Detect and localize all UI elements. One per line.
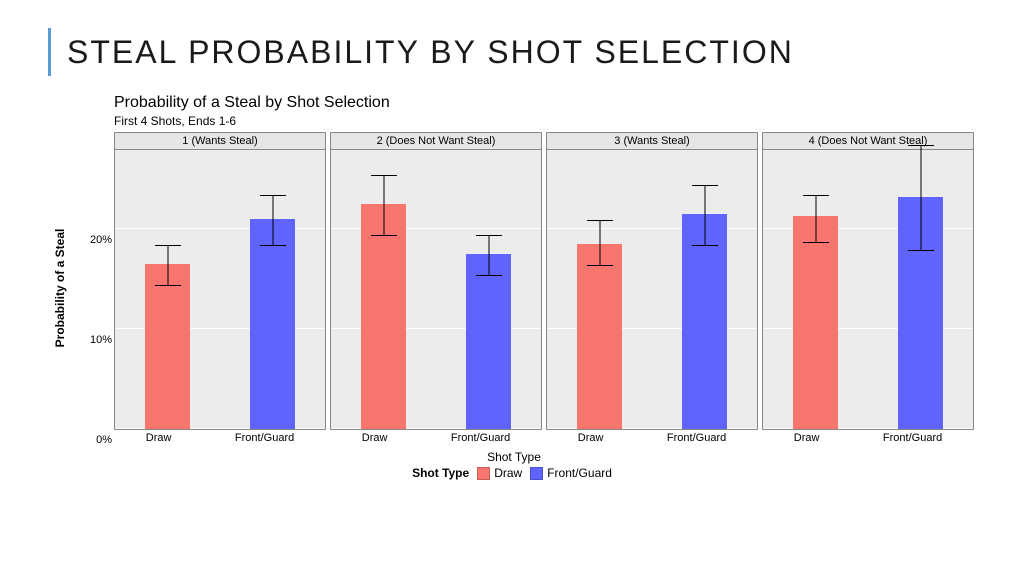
chart: Probability of a Steal by Shot Selection… [54,94,974,480]
panel-strip-label: 4 (Does Not Want Steal) [762,132,974,150]
error-cap [908,145,934,146]
legend-title: Shot Type [412,466,469,480]
slide: STEAL PROBABILITY BY SHOT SELECTION Prob… [0,0,1024,576]
y-axis-label: Probability of a Steal [53,229,67,348]
x-tick-label: Draw [794,432,820,444]
error-bar [815,195,816,242]
bar [682,214,726,429]
error-bar [167,245,168,285]
title-accent-bar [48,28,51,76]
error-bar [920,145,921,250]
y-ticks: 0%10%20% [72,154,112,434]
error-cap [476,275,502,276]
error-cap [371,235,397,236]
error-bar [383,175,384,235]
legend-label: Front/Guard [547,466,612,480]
bar [466,254,510,429]
error-cap [803,195,829,196]
x-ticks: Draw Front/Guard [762,430,974,444]
error-cap [587,220,613,221]
error-cap [260,195,286,196]
legend-label: Draw [494,466,522,480]
error-cap [803,242,829,243]
error-cap [692,245,718,246]
y-axis: Probability of a Steal 0% 10% 20% [54,132,114,444]
slide-title: STEAL PROBABILITY BY SHOT SELECTION [67,34,794,71]
error-cap [155,285,181,286]
facet-panel: 1 (Wants Steal) Draw Front/Guard [114,132,326,444]
chart-title: Probability of a Steal by Shot Selection [114,94,974,112]
legend-swatch [530,467,543,480]
bar [145,264,189,429]
x-ticks: Draw Front/Guard [330,430,542,444]
panel-strip-label: 2 (Does Not Want Steal) [330,132,542,150]
x-tick-label: Front/Guard [883,432,942,444]
error-cap [587,265,613,266]
x-tick-label: Front/Guard [667,432,726,444]
panel-plot-area [762,150,974,430]
x-tick-label: Draw [362,432,388,444]
plot-row: Probability of a Steal 0% 10% 20% 1 (Wants… [54,132,974,444]
bar [361,204,405,429]
x-tick-label: Draw [578,432,604,444]
panel-strip-label: 1 (Wants Steal) [114,132,326,150]
x-tick-label: Front/Guard [235,432,294,444]
facet-panel: 3 (Wants Steal) Draw Front/Guard [546,132,758,444]
x-axis-label: Shot Type [54,450,974,464]
error-bar [704,185,705,245]
chart-subtitle: First 4 Shots, Ends 1-6 [114,114,974,128]
panel-plot-area [330,150,542,430]
bar [793,216,837,429]
legend: Shot Type Draw Front/Guard [54,466,974,480]
panels: 1 (Wants Steal)DrawFront/Guard2 (Does No… [114,132,974,444]
error-cap [476,235,502,236]
y-tick-label: 20% [72,234,112,246]
facet-panel: 2 (Does Not Want Steal) Draw Front/Guard [330,132,542,444]
panel-plot-area [114,150,326,430]
x-tick-label: Draw [146,432,172,444]
x-ticks: Draw Front/Guard [114,430,326,444]
facet-panel: 4 (Does Not Want Steal) Draw Front/Guard [762,132,974,444]
panel-strip-label: 3 (Wants Steal) [546,132,758,150]
error-bar [272,195,273,245]
title-wrap: STEAL PROBABILITY BY SHOT SELECTION [48,28,976,76]
error-bar [599,220,600,265]
error-cap [692,185,718,186]
error-cap [260,245,286,246]
error-cap [371,175,397,176]
y-tick-label: 10% [72,334,112,346]
bar [577,244,621,429]
error-cap [155,245,181,246]
error-cap [908,250,934,251]
error-bar [488,235,489,275]
x-tick-label: Front/Guard [451,432,510,444]
y-tick-label: 0% [72,434,112,446]
bar [250,219,294,429]
panel-plot-area [546,150,758,430]
x-ticks: Draw Front/Guard [546,430,758,444]
legend-swatch [477,467,490,480]
